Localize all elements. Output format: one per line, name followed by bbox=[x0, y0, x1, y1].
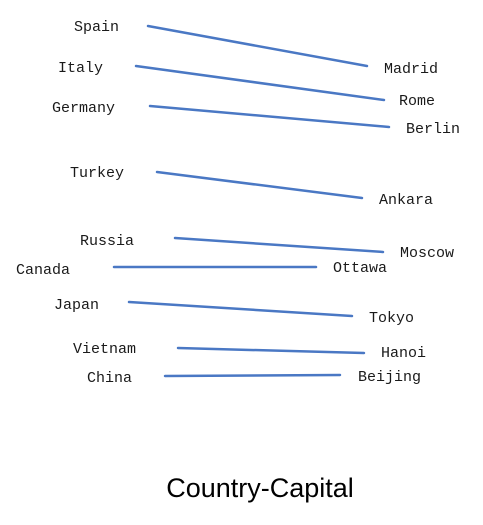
connector-line bbox=[146, 24, 369, 68]
pair-spain-madrid: Spain Madrid bbox=[74, 19, 438, 78]
capital-label: Ottawa bbox=[333, 260, 387, 277]
country-label: Italy bbox=[58, 60, 103, 77]
pair-japan-tokyo: Japan Tokyo bbox=[54, 297, 414, 327]
country-label: Vietnam bbox=[73, 341, 136, 358]
capital-label: Hanoi bbox=[381, 345, 426, 362]
capital-label: Beijing bbox=[358, 369, 421, 386]
pair-russia-moscow: Russia Moscow bbox=[80, 233, 454, 262]
connector-line bbox=[127, 300, 354, 318]
pair-italy-rome: Italy Rome bbox=[58, 60, 435, 110]
connector-line bbox=[134, 64, 386, 102]
capital-label: Madrid bbox=[384, 61, 438, 78]
country-label: Spain bbox=[74, 19, 119, 36]
country-label: Turkey bbox=[70, 165, 124, 182]
country-label: Canada bbox=[16, 262, 70, 279]
pair-germany-berlin: Germany Berlin bbox=[52, 100, 460, 138]
country-label: Russia bbox=[80, 233, 134, 250]
country-label: Germany bbox=[52, 100, 115, 117]
capital-label: Berlin bbox=[406, 121, 460, 138]
pair-canada-ottawa: Canada Ottawa bbox=[16, 260, 387, 279]
country-label: China bbox=[87, 370, 132, 387]
capital-label: Rome bbox=[399, 93, 435, 110]
pair-china-beijing: China Beijing bbox=[87, 369, 421, 387]
connector-line bbox=[176, 346, 366, 355]
connector-line bbox=[163, 373, 342, 378]
connector-line bbox=[173, 236, 385, 254]
pair-vietnam-hanoi: Vietnam Hanoi bbox=[73, 341, 426, 362]
capital-label: Moscow bbox=[400, 245, 454, 262]
pair-turkey-ankara: Turkey Ankara bbox=[70, 165, 433, 209]
country-label: Japan bbox=[54, 297, 99, 314]
capital-label: Tokyo bbox=[369, 310, 414, 327]
connector-line bbox=[148, 104, 391, 129]
diagram-caption: Country-Capital bbox=[166, 473, 354, 503]
capital-label: Ankara bbox=[379, 192, 433, 209]
connector-line bbox=[155, 170, 364, 200]
